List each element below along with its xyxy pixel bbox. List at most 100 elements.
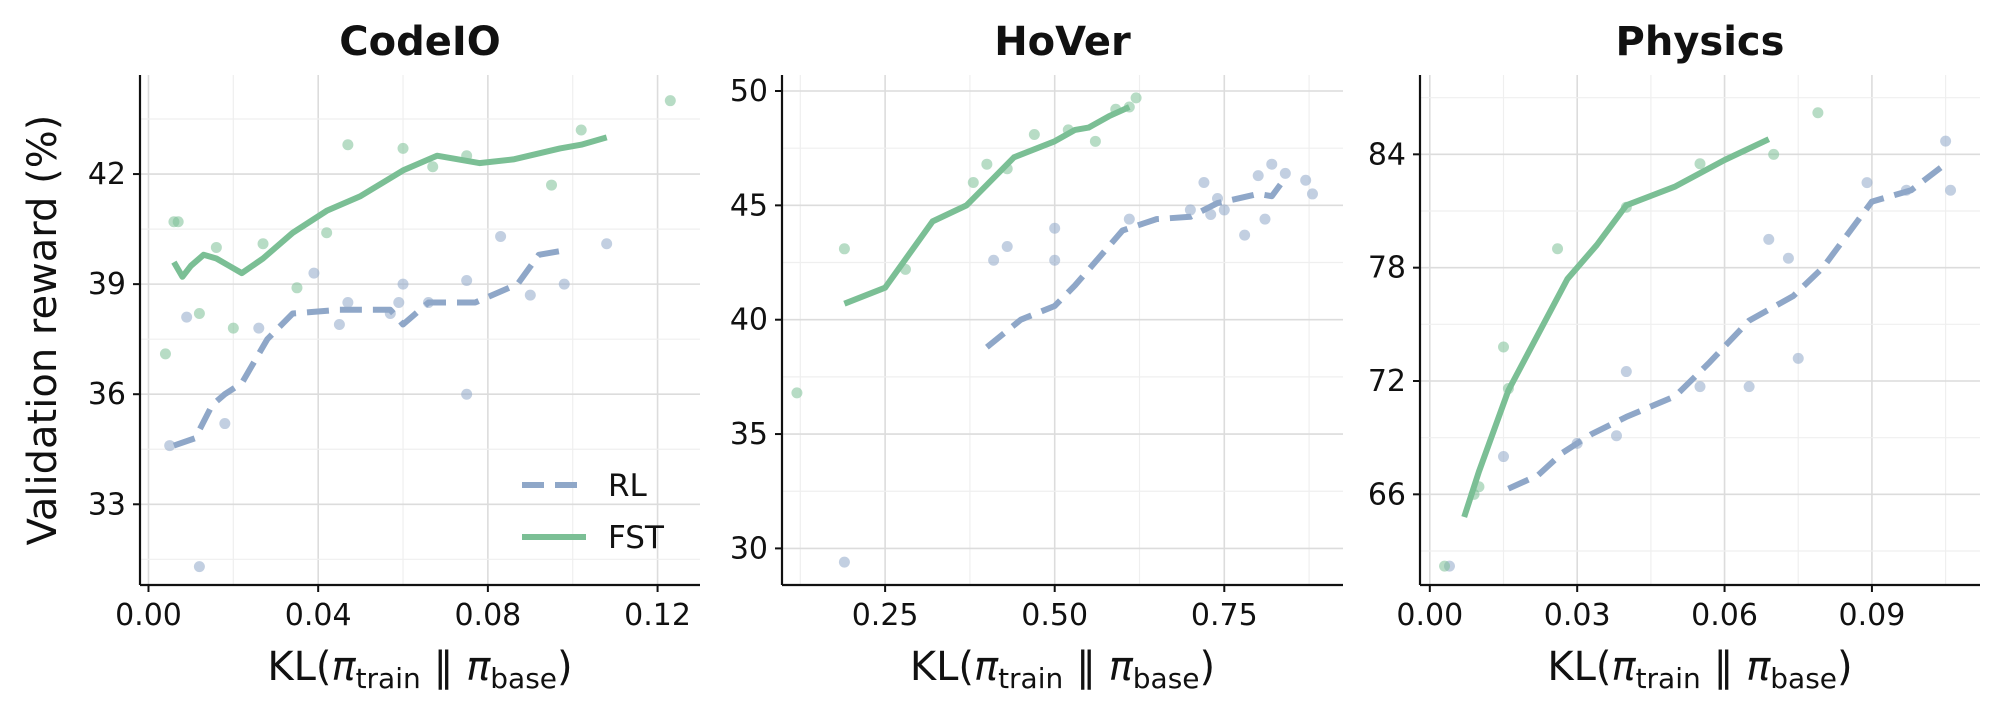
scatter-point-rl [1239,229,1251,241]
scatter-point-rl [1198,176,1210,188]
y-tick-label: 50 [730,74,768,109]
scatter-point-fst [397,142,409,154]
panel-title: HoVer [994,19,1131,65]
y-axis-label: Validation reward (%) [20,115,66,546]
x-tick-label: 0.12 [624,598,691,633]
series-line-fst [171,134,608,280]
scatter-point-rl [1049,254,1061,266]
scatter-point-fst [321,227,333,239]
x-tick-label: 0.08 [454,598,521,633]
panel-title: CodeIO [339,19,500,65]
scatter-point-rl [1205,209,1217,221]
x-tick-label: 0.09 [1839,598,1906,633]
scatter-point-fst [1552,243,1564,255]
y-tick-label: 36 [88,377,126,412]
y-tick-label: 72 [1368,364,1406,399]
x-tick-label: 0.04 [285,598,352,633]
scatter-point-fst [838,243,850,255]
scatter-point-rl [393,296,405,308]
series-line-rl [985,176,1288,350]
scatter-point-rl [1049,222,1061,234]
scatter-point-fst [342,139,354,151]
y-tick-label: 35 [730,417,768,452]
legend-label-rl: RL [608,468,648,504]
x-tick-label: 0.75 [1191,598,1258,633]
scatter-point-rl [1252,170,1264,182]
x-axis-label: KL(πtrain ‖ πbase) [1547,644,1852,695]
x-axis-label: KL(πtrain ‖ πbase) [267,644,572,695]
scatter-point-rl [1792,352,1804,364]
y-tick-label: 39 [88,267,126,302]
x-tick-label: 0.03 [1544,598,1611,633]
x-tick-label: 0.06 [1691,598,1758,633]
series-line-rl [172,248,561,449]
scatter-point-rl [1610,430,1622,442]
y-tick-label: 78 [1368,251,1406,286]
series-line-fst [1461,136,1771,518]
scatter-point-fst [1812,107,1824,119]
scatter-point-rl [253,322,265,334]
legend: RL FST [522,468,665,556]
scatter-point-rl [1743,381,1755,393]
y-tick-label: 30 [730,531,768,566]
y-tick-label: 42 [88,157,126,192]
scatter-point-fst [1439,560,1451,572]
y-tick-label: 66 [1368,477,1406,512]
scatter-point-rl [1498,451,1510,463]
scatter-point-rl [495,230,507,242]
scatter-point-fst [1089,135,1101,147]
scatter-point-fst [575,124,587,136]
scatter-point-fst [257,238,269,250]
scatter-point-rl [558,278,570,290]
scatter-point-rl [181,311,193,323]
series-line-fst [843,104,1131,307]
scatter-point-rl [1184,204,1196,216]
scatter-point-rl [838,556,850,568]
x-tick-label: 0.00 [115,598,182,633]
scatter-point-rl [193,561,205,573]
scatter-point-rl [601,238,613,250]
scatter-point-rl [1279,167,1291,179]
scatter-point-fst [1498,341,1510,353]
x-axis-label: KL(πtrain ‖ πbase) [910,644,1215,695]
panel-title: Physics [1616,19,1785,65]
scatter-point-rl [308,267,320,279]
scatter-point-rl [1218,204,1230,216]
y-tick-label: 40 [730,303,768,338]
panel-codeio: 0.00 0.04 0.08 0.12 33 36 39 42 CodeIO KL(πtrain … [88,19,700,695]
scatter-point-fst [546,179,558,191]
scatter-point-fst [1028,128,1040,140]
scatter-point-fst [1768,148,1780,160]
scatter-point-rl [988,254,1000,266]
scatter-point-fst [159,348,171,360]
scatter-point-rl [1861,177,1873,189]
scatter-point-rl [333,318,345,330]
y-tick-label: 84 [1368,137,1406,172]
scatter-point-fst [172,216,184,228]
scatter-point-fst [1130,92,1142,104]
y-tick-label: 33 [88,487,126,522]
scatter-point-fst [967,176,979,188]
panel-hover: 0.25 0.50 0.75 30 35 40 45 50 HoVer KL(πtrain ‖ π… [730,19,1343,695]
scatter-point-rl [1123,213,1135,225]
scatter-point-rl [1782,252,1794,264]
scatter-point-rl [219,418,231,430]
x-tick-label: 0.25 [852,598,919,633]
x-tick-label: 0.50 [1021,598,1088,633]
scatter-point-fst [291,282,303,294]
scatter-point-rl [397,278,409,290]
scatter-point-rl [1945,184,1957,196]
scatter-point-rl [1763,233,1775,245]
scatter-point-fst [427,161,439,173]
scatter-point-rl [1259,213,1271,225]
scatter-point-rl [1300,174,1312,186]
x-tick-label: 0.00 [1396,598,1463,633]
y-tick-label: 45 [730,188,768,223]
scatter-point-rl [461,388,473,400]
scatter-point-fst [227,322,239,334]
scatter-point-fst [981,158,993,170]
panel-physics: 0.00 0.03 0.06 0.09 66 72 78 84 Physics KL(πtrain… [1368,19,1980,695]
scatter-point-rl [461,274,473,286]
scatter-point-rl [524,289,536,301]
